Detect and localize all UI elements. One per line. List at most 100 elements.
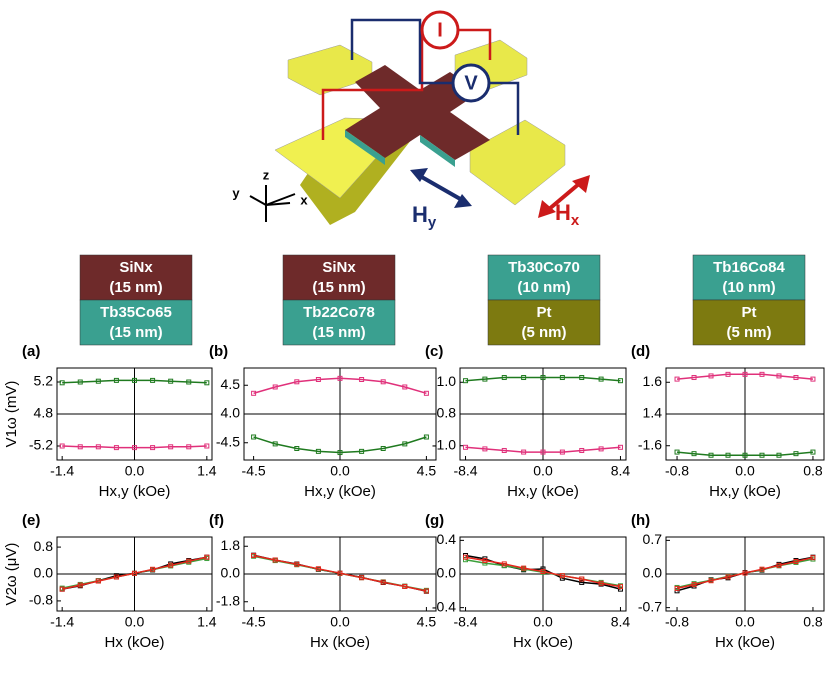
x-tick-label: 0.0 xyxy=(533,614,553,630)
x-tick-label: 0.0 xyxy=(330,463,350,479)
data-point xyxy=(540,568,546,574)
data-point xyxy=(725,452,731,458)
series-line xyxy=(253,436,427,454)
data-point xyxy=(294,379,300,385)
data-point xyxy=(113,574,119,580)
plot-panel: -8.4 0.0 8.4 0.4 0.0 -0.4 (g) Hx (kOe) xyxy=(425,512,630,651)
panel-label: (d) xyxy=(631,343,650,360)
data-point xyxy=(521,565,527,571)
layer-thickness: (15 nm) xyxy=(109,324,162,341)
data-point xyxy=(337,450,343,456)
x-tick-label: 1.4 xyxy=(197,463,217,479)
data-point xyxy=(337,375,343,381)
layer-stacks: SiNx (15 nm) Tb35Co65 (15 nm) SiNx (15 nm) Tb2… xyxy=(79,254,806,346)
data-point xyxy=(402,583,408,589)
series-line xyxy=(465,376,621,382)
data-point xyxy=(380,446,386,451)
data-point xyxy=(272,441,278,447)
data-point xyxy=(95,578,101,584)
field-symbol: H xyxy=(555,200,571,225)
y-tick-label: -5.2 xyxy=(29,437,53,453)
data-point xyxy=(501,561,507,567)
field-symbol: H xyxy=(412,202,428,227)
field-subscript: x xyxy=(571,212,580,229)
y-tick-label: -4.5 xyxy=(216,433,240,449)
field-x-arrow xyxy=(538,175,590,218)
layer-thickness: (15 nm) xyxy=(312,279,365,296)
series-line xyxy=(253,377,427,395)
pad xyxy=(287,44,373,96)
x-tick-label: 0.8 xyxy=(803,614,823,630)
data-point xyxy=(168,378,174,384)
data-point xyxy=(315,377,321,382)
y-tick-label: 4.5 xyxy=(221,376,241,392)
y-tick-label: 4.8 xyxy=(34,405,54,421)
plot-panel: -1.4 0.0 1.4 5.2 4.8 -5.2 (a) Hx,y (kOe) V1ω (mV… xyxy=(3,343,217,500)
data-point xyxy=(380,579,386,585)
y-axis-label: V2ω (μV) xyxy=(3,543,20,606)
pad xyxy=(469,119,566,206)
layer xyxy=(487,254,601,301)
data-point xyxy=(708,452,714,458)
x-tick-label: -0.8 xyxy=(665,614,689,630)
plots: -1.4 0.0 1.4 5.2 4.8 -5.2 (a) Hx,y (kOe) V1ω (mV… xyxy=(3,343,825,651)
data-point xyxy=(691,375,697,381)
data-point xyxy=(204,443,210,449)
data-point xyxy=(168,444,174,450)
data-point xyxy=(759,566,765,572)
data-point xyxy=(579,447,585,453)
layer-thickness: (5 nm) xyxy=(522,324,567,341)
data-point xyxy=(521,375,527,381)
panel-label: (g) xyxy=(425,512,444,529)
series-line xyxy=(676,556,814,590)
series-line xyxy=(62,379,207,384)
x-tick-label: -0.8 xyxy=(665,463,689,479)
layer-name: Tb22Co78 xyxy=(303,304,375,321)
series-line xyxy=(62,556,207,590)
y-tick-label: 0.0 xyxy=(221,565,241,581)
data-point xyxy=(482,558,488,564)
x-tick-label: -8.4 xyxy=(453,463,477,479)
data-point xyxy=(793,451,799,457)
x-axis-label: Hx,y (kOe) xyxy=(304,483,376,500)
wire xyxy=(350,18,520,135)
data-point xyxy=(402,441,408,447)
axis-x-label: x xyxy=(300,192,308,207)
y-tick-label: 1.0 xyxy=(437,373,457,389)
y-tick-label: 0.0 xyxy=(643,565,663,581)
data-point xyxy=(559,449,565,455)
plot-panel: -4.5 0.0 4.5 1.8 0.0 -1.8 (f) Hx (kOe) xyxy=(209,512,437,651)
data-point xyxy=(423,390,429,396)
y-tick-label: -1.8 xyxy=(216,592,240,608)
x-tick-label: 1.4 xyxy=(197,614,217,630)
data-point xyxy=(501,375,507,381)
layer xyxy=(79,254,193,301)
data-point xyxy=(380,379,386,385)
data-point xyxy=(204,554,210,560)
voltmeter xyxy=(451,63,491,103)
data-point xyxy=(742,570,748,576)
data-point xyxy=(95,444,101,450)
x-tick-label: 0.0 xyxy=(735,614,755,630)
y-tick-label: -1.6 xyxy=(638,436,662,452)
series-line xyxy=(465,556,621,588)
y-tick-label: 0.4 xyxy=(437,531,457,547)
data-point xyxy=(59,443,65,449)
data-point xyxy=(810,449,816,455)
data-point xyxy=(113,445,119,451)
data-point xyxy=(482,446,488,452)
x-tick-label: 0.0 xyxy=(735,463,755,479)
data-point xyxy=(402,384,408,390)
x-tick-label: 8.4 xyxy=(611,463,631,479)
layer xyxy=(692,254,806,301)
cross-edge xyxy=(420,135,455,167)
layer-name: Pt xyxy=(537,304,552,321)
data-point xyxy=(540,449,546,455)
data-point xyxy=(810,376,816,382)
y-tick-label: 0.0 xyxy=(437,565,457,581)
series-line xyxy=(676,373,814,380)
data-point xyxy=(691,582,697,588)
data-point xyxy=(337,570,343,576)
data-point xyxy=(463,554,469,560)
series-line xyxy=(465,446,621,453)
